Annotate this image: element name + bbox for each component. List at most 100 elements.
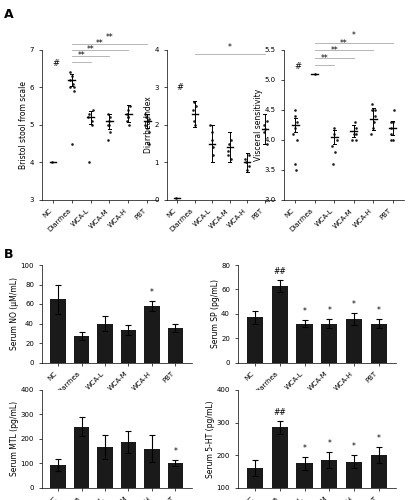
Text: *: * [352,300,356,308]
Bar [371,324,387,362]
Point [228,154,234,162]
Point [142,110,148,118]
Point [125,106,131,114]
Point [90,106,96,114]
Point [66,68,73,76]
Point [261,121,268,129]
Point [228,136,235,144]
Point [124,117,131,125]
Point [67,84,73,92]
Point [332,148,339,156]
Text: *: * [173,448,177,456]
Point [224,147,231,155]
Point [105,121,111,129]
Point [146,116,153,124]
Bar [50,465,66,487]
Point [292,166,299,174]
Bar [296,463,313,500]
Point [390,136,397,144]
Point [105,110,112,118]
Text: *: * [352,31,356,40]
Point [126,102,133,110]
Text: **: ** [96,38,104,48]
Text: *: * [327,439,331,448]
Point [290,130,296,138]
Y-axis label: Serum NO (μM/mL): Serum NO (μM/mL) [10,277,19,350]
Point [210,151,216,159]
Point [104,136,111,144]
Point [191,117,197,125]
Point [124,114,131,122]
Point [291,112,298,120]
Bar [98,448,113,488]
Y-axis label: Diarrhea Index: Diarrhea Index [144,96,153,154]
Point [371,118,377,126]
Point [369,106,375,114]
Point [106,121,113,129]
Bar [346,318,362,362]
Point [243,158,250,166]
Point [207,121,214,129]
Text: A: A [4,8,14,20]
Text: *: * [377,434,381,443]
Point [372,112,379,120]
Text: #: # [52,59,59,68]
Point [352,124,359,132]
Point [208,128,215,136]
Point [69,140,75,147]
Point [144,117,151,125]
Point [69,72,75,80]
Point [264,117,270,125]
Bar [121,442,136,488]
Text: *: * [150,288,154,297]
Point [333,136,340,144]
Text: **: ** [106,32,113,42]
Point [105,117,112,125]
Point [190,98,197,106]
Text: **: ** [330,46,338,55]
Point [349,136,356,144]
Point [291,124,298,132]
Point [192,121,198,129]
Point [225,151,232,159]
Point [293,118,300,126]
Bar [346,462,362,500]
Point [86,158,93,166]
Point [106,114,113,122]
Point [331,124,337,132]
Point [142,121,148,129]
Point [387,118,394,126]
Bar [144,448,160,488]
Text: *: * [228,43,232,52]
Point [291,160,298,168]
Text: **: ** [340,39,348,48]
Text: ##: ## [274,408,286,417]
Point [329,160,336,168]
Text: *: * [327,306,331,314]
Point [225,140,232,147]
Point [126,121,132,129]
Bar [247,468,263,500]
Point [264,140,270,147]
Point [88,121,95,129]
Point [368,130,375,138]
Point [372,106,379,114]
Bar [74,336,89,362]
Bar [247,318,263,362]
Text: ##: ## [274,266,286,276]
Bar [296,324,313,362]
Point [388,130,394,138]
Point [242,154,249,162]
Bar [168,328,183,362]
Bar [121,330,136,362]
Bar [321,460,337,500]
Point [261,128,268,136]
Point [70,87,77,95]
Text: *: * [352,442,356,451]
Point [351,118,358,126]
Y-axis label: Bristol stool from scale: Bristol stool from scale [19,81,28,169]
Bar [50,299,66,362]
Point [246,162,252,170]
Point [85,114,92,122]
Bar [98,324,113,362]
